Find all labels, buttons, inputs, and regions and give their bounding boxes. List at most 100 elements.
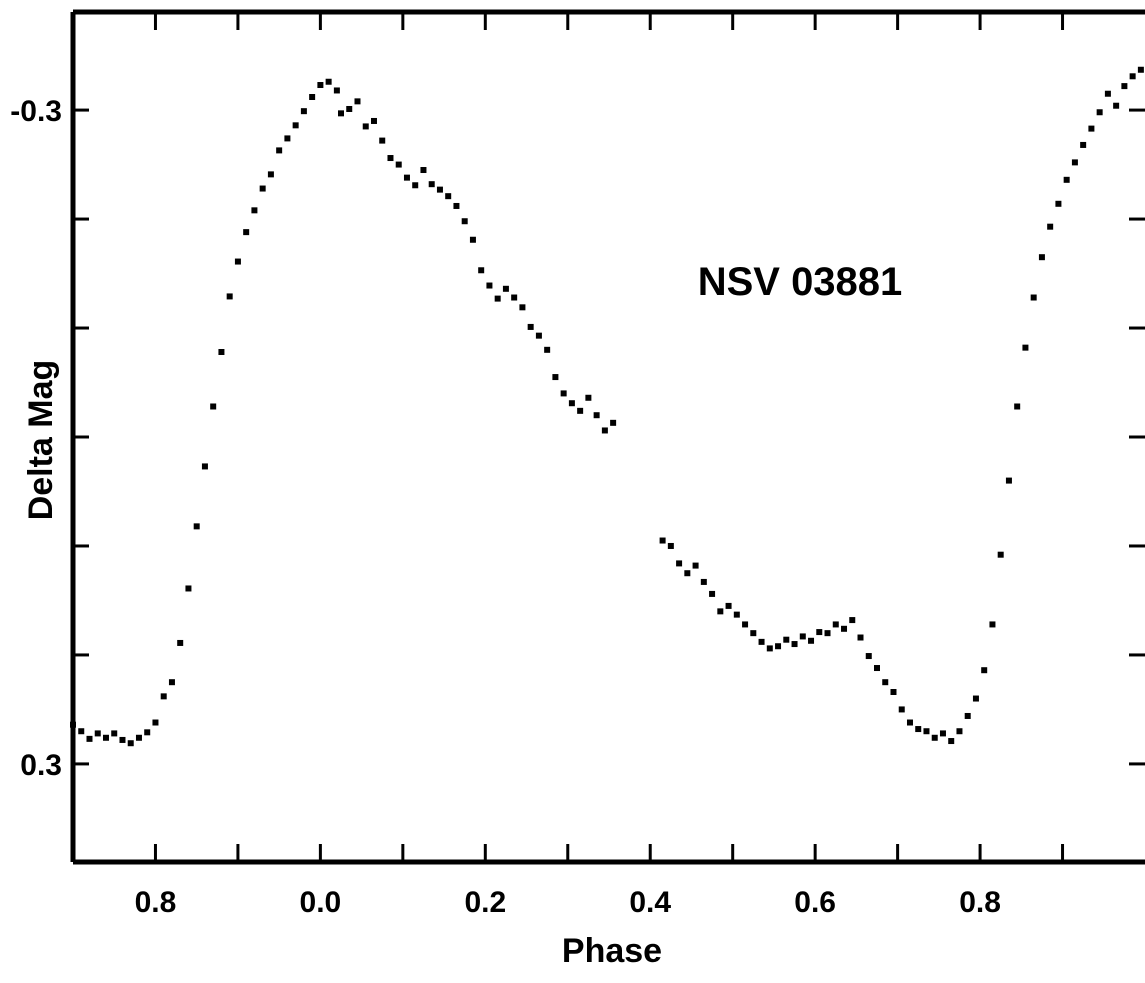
data-point — [469, 236, 476, 243]
data-point — [94, 730, 101, 737]
data-point — [865, 653, 872, 660]
data-point — [939, 730, 946, 737]
data-point — [906, 719, 913, 726]
data-point — [964, 712, 971, 719]
data-point — [259, 185, 266, 192]
data-point — [535, 332, 542, 339]
data-point — [1071, 159, 1078, 166]
data-point — [218, 349, 225, 355]
data-point — [168, 679, 175, 686]
data-point — [317, 82, 324, 89]
data-point — [948, 738, 955, 745]
data-point — [1096, 109, 1103, 116]
chart-annotation: NSV 03881 — [698, 260, 903, 304]
data-point — [486, 282, 493, 289]
data-point — [325, 78, 332, 85]
data-point — [676, 560, 683, 567]
data-point — [997, 551, 1004, 558]
data-point — [659, 537, 666, 544]
data-point — [267, 171, 274, 178]
data-point — [577, 407, 584, 414]
data-point — [119, 736, 126, 743]
data-point — [725, 602, 732, 609]
x-tick-label: 0.2 — [464, 886, 506, 919]
data-point — [684, 570, 691, 577]
data-point — [379, 137, 386, 144]
data-point — [775, 643, 782, 650]
data-point — [742, 621, 749, 628]
data-point — [585, 394, 592, 401]
data-point — [453, 202, 460, 209]
data-point — [234, 258, 241, 265]
data-point — [568, 400, 575, 407]
data-point — [791, 641, 798, 648]
data-point — [972, 695, 979, 702]
data-point — [709, 590, 716, 597]
data-point — [849, 617, 856, 624]
data-point — [461, 218, 468, 225]
data-point — [808, 637, 815, 644]
data-point — [185, 585, 192, 592]
x-tick-label: 0.8 — [959, 886, 1001, 919]
data-point — [300, 108, 307, 115]
data-point — [152, 719, 159, 726]
data-point — [210, 403, 217, 410]
data-point — [102, 734, 109, 741]
data-point — [700, 578, 707, 585]
y-axis-title: Delta Mag — [22, 360, 60, 521]
data-point — [593, 412, 600, 419]
data-point — [733, 611, 740, 618]
data-point — [70, 721, 76, 728]
data-point — [370, 117, 377, 124]
data-point — [1038, 254, 1045, 261]
data-point — [717, 608, 724, 615]
data-point — [395, 161, 402, 168]
data-point — [799, 633, 806, 640]
data-point — [816, 629, 823, 636]
data-point — [923, 728, 930, 735]
data-point — [1104, 90, 1111, 97]
data-point — [292, 122, 299, 129]
data-point — [511, 294, 518, 301]
x-axis-ticks: 0.8 0.0 0.2 0.4 0.6 0.8 — [71, 12, 1065, 919]
data-point — [177, 639, 184, 646]
data-point — [1047, 223, 1054, 230]
data-point — [135, 734, 142, 741]
data-point — [144, 729, 151, 736]
data-point — [1014, 403, 1021, 410]
data-point — [1022, 344, 1029, 351]
data-point — [527, 323, 534, 330]
data-point — [86, 735, 93, 742]
data-point — [1063, 176, 1070, 183]
data-point — [544, 346, 551, 353]
data-point — [601, 427, 608, 434]
data-point — [841, 625, 848, 632]
data-point — [478, 267, 485, 274]
y-tick-label: -0.3 — [10, 95, 62, 128]
data-point — [428, 181, 435, 188]
data-point — [201, 463, 208, 470]
data-point — [857, 634, 864, 641]
data-point — [931, 734, 938, 741]
data-point — [915, 726, 922, 733]
data-point — [338, 110, 344, 117]
data-point — [276, 147, 283, 154]
data-point — [1129, 73, 1136, 80]
data-point — [989, 621, 996, 628]
x-axis-title: Phase — [562, 932, 662, 970]
data-points — [70, 66, 1144, 747]
data-point — [226, 293, 233, 300]
data-point — [1080, 141, 1087, 148]
data-point — [758, 638, 765, 645]
data-point — [420, 167, 427, 174]
data-point — [1121, 83, 1128, 90]
data-point — [610, 419, 617, 426]
data-point — [412, 182, 419, 189]
data-point — [251, 207, 258, 214]
data-point — [1005, 477, 1012, 484]
data-point — [692, 562, 699, 569]
data-point — [1088, 125, 1095, 132]
data-point — [333, 87, 340, 94]
data-point — [882, 679, 889, 686]
data-point — [1137, 66, 1144, 73]
